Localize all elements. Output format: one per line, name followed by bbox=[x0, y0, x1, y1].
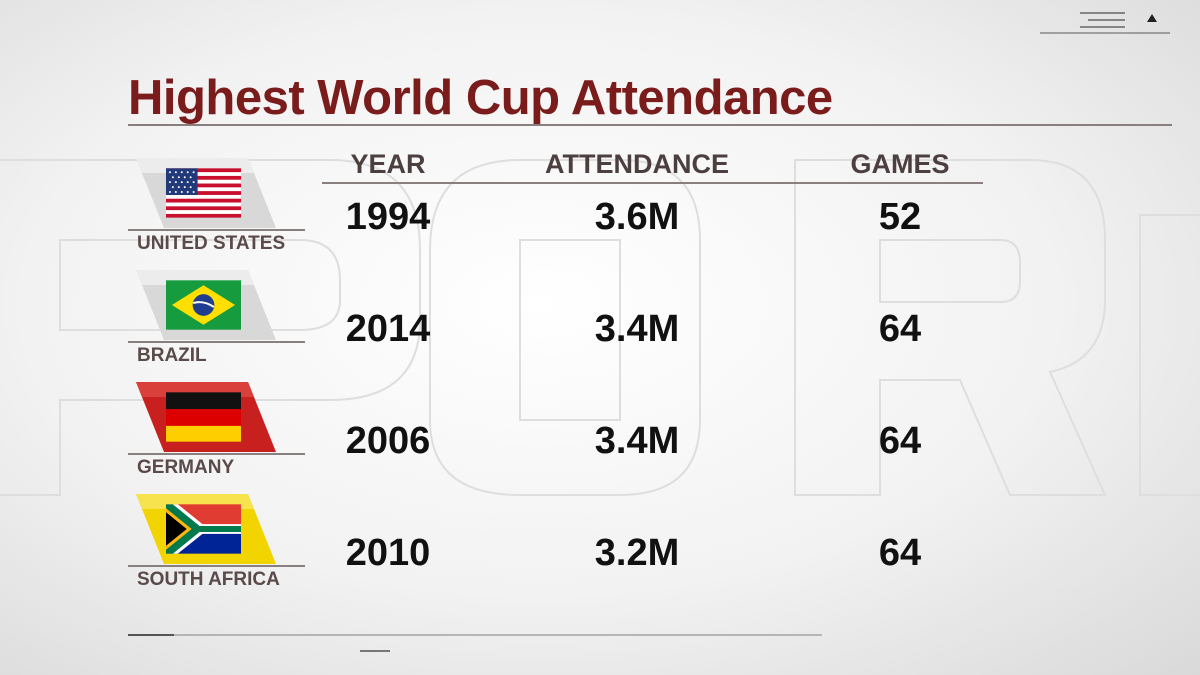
title-divider bbox=[128, 124, 1172, 126]
row-divider bbox=[128, 565, 305, 567]
games-cell: 64 bbox=[878, 308, 922, 350]
table-row: UNITED STATES 1994 3.6M 52 bbox=[0, 158, 1200, 268]
top-decoration bbox=[1040, 12, 1170, 34]
bottom-divider bbox=[128, 634, 822, 636]
header-games: GAMES bbox=[850, 149, 950, 179]
chart-title: Highest World Cup Attendance bbox=[128, 71, 833, 125]
games-cell: 64 bbox=[878, 420, 922, 462]
table-row: SOUTH AFRICA 2010 3.2M 64 bbox=[0, 494, 1200, 604]
header-year: YEAR bbox=[350, 149, 426, 179]
country-label: SOUTH AFRICA bbox=[137, 569, 280, 590]
year-cell: 2014 bbox=[345, 308, 431, 350]
country-label: BRAZIL bbox=[137, 345, 207, 366]
attendance-cell: 3.6M bbox=[594, 196, 680, 238]
year-cell: 1994 bbox=[345, 196, 431, 238]
year-cell: 2006 bbox=[345, 420, 431, 462]
row-divider bbox=[128, 229, 305, 231]
usa-flag-icon bbox=[166, 168, 241, 218]
attendance-cell: 3.2M bbox=[594, 532, 680, 574]
games-cell: 52 bbox=[878, 196, 922, 238]
row-divider bbox=[128, 341, 305, 343]
table-row: GERMANY 2006 3.4M 64 bbox=[0, 382, 1200, 492]
attendance-cell: 3.4M bbox=[594, 308, 680, 350]
year-cell: 2010 bbox=[345, 532, 431, 574]
bottom-tick bbox=[360, 650, 390, 652]
table-row: BRAZIL 2014 3.4M 64 bbox=[0, 270, 1200, 380]
country-label: UNITED STATES bbox=[137, 233, 286, 254]
brazil-flag-icon bbox=[166, 280, 241, 330]
country-label: GERMANY bbox=[137, 457, 235, 478]
germany-flag-icon bbox=[166, 392, 241, 442]
south-africa-flag-icon bbox=[166, 504, 241, 554]
bottom-accent bbox=[128, 634, 174, 636]
header-attendance: ATTENDANCE bbox=[545, 149, 729, 179]
row-divider bbox=[128, 453, 305, 455]
header-divider bbox=[322, 182, 983, 184]
games-cell: 64 bbox=[878, 532, 922, 574]
attendance-cell: 3.4M bbox=[594, 420, 680, 462]
